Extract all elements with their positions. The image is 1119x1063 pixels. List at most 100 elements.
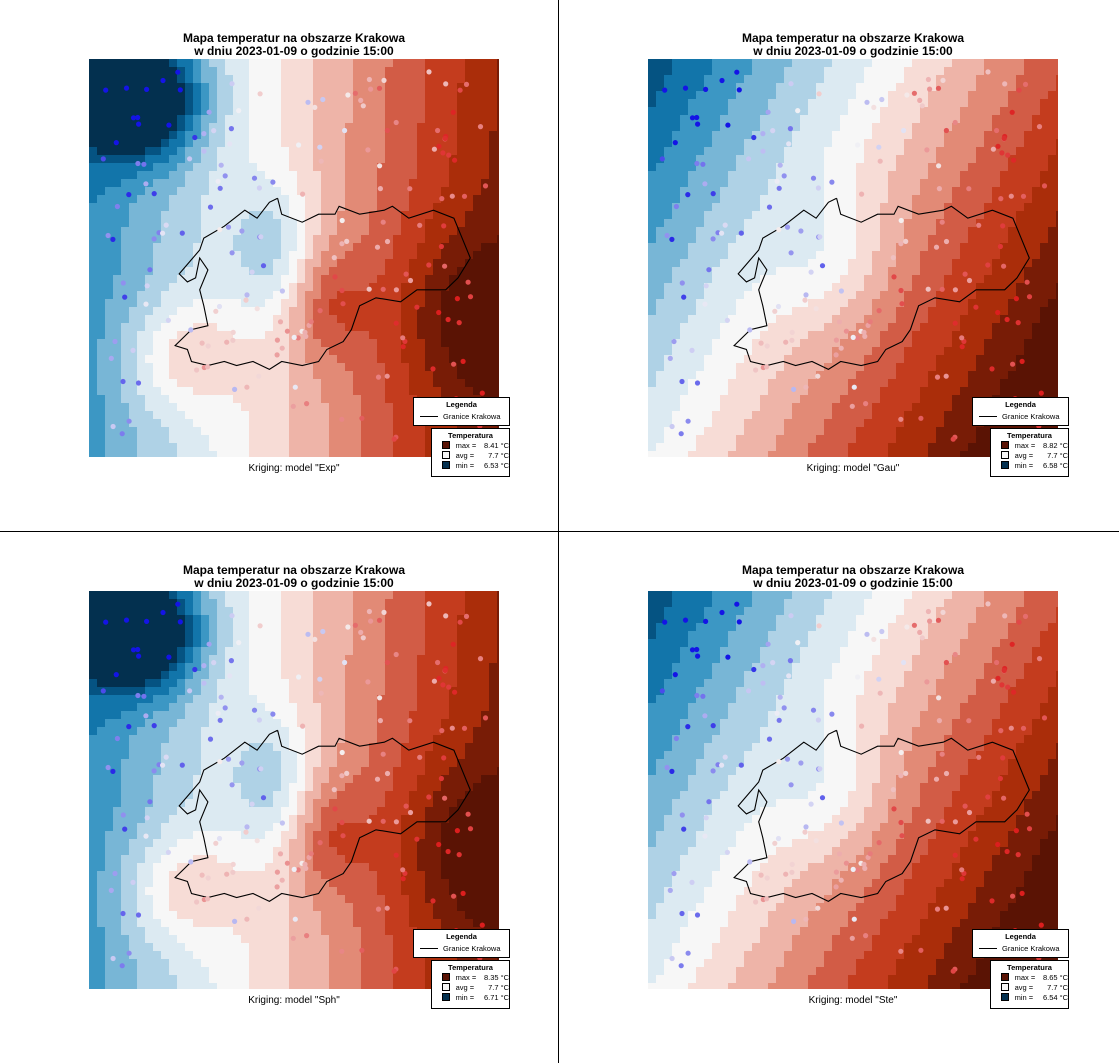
station-point <box>243 829 249 835</box>
title-line-1: Mapa temperatur na obszarze Krakowa <box>182 31 406 45</box>
station-point <box>819 795 826 801</box>
station-point <box>1000 755 1006 761</box>
station-point <box>891 806 897 812</box>
station-point <box>339 773 345 779</box>
station-point <box>352 622 358 628</box>
station-point <box>374 776 381 782</box>
station-point <box>279 288 285 294</box>
station-point <box>995 309 1001 316</box>
station-point <box>898 416 904 422</box>
station-point <box>440 150 446 156</box>
station-point <box>305 99 311 105</box>
station-point <box>890 255 896 261</box>
station-point <box>135 380 142 386</box>
station-point <box>678 963 684 969</box>
temp-row-avg: avg = 7.7 °C <box>432 982 509 992</box>
station-point <box>681 294 687 300</box>
station-point <box>317 676 323 682</box>
station-point <box>989 898 995 904</box>
station-point <box>685 950 691 956</box>
station-point <box>339 217 345 224</box>
station-point <box>877 158 883 164</box>
station-point <box>722 754 728 760</box>
station-point <box>1009 109 1015 115</box>
station-point <box>454 296 460 302</box>
station-point <box>815 185 821 191</box>
station-point <box>229 250 235 256</box>
station-point <box>976 222 982 228</box>
station-point <box>201 680 207 686</box>
title-line-2: w dniu 2023-01-09 o godzinie 15:00 <box>194 576 394 590</box>
station-point <box>143 181 149 187</box>
station-point <box>213 840 219 846</box>
krakow-boundary <box>174 729 471 903</box>
station-point <box>694 160 700 167</box>
station-point <box>375 906 382 912</box>
station-point <box>308 319 314 325</box>
station-point <box>461 193 468 199</box>
station-point <box>703 815 709 821</box>
station-point <box>426 69 432 75</box>
station-point <box>194 367 200 373</box>
station-point <box>227 141 233 147</box>
station-point <box>177 87 183 93</box>
station-point <box>863 933 869 939</box>
station-point <box>467 294 474 300</box>
station-point <box>366 286 372 292</box>
unit-label: °C <box>500 992 509 1002</box>
panel-title: Mapa temperatur na obszarze Krakowa w dni… <box>44 564 544 590</box>
station-point <box>862 333 868 339</box>
station-point <box>1009 641 1015 647</box>
station-point <box>407 809 414 816</box>
station-point <box>374 244 381 250</box>
station-point <box>120 280 126 286</box>
station-point <box>787 658 793 664</box>
label-min: min = <box>1014 460 1034 470</box>
station-point <box>225 756 232 762</box>
temperature-map <box>89 591 499 989</box>
station-point <box>236 108 242 114</box>
station-point <box>959 335 965 341</box>
value-max: 8.35 <box>483 972 499 982</box>
station-point <box>359 415 365 421</box>
station-point <box>764 343 770 349</box>
station-point <box>736 619 742 625</box>
station-point <box>126 950 132 956</box>
station-point <box>239 228 245 234</box>
station-point <box>1005 684 1011 690</box>
station-point <box>703 86 709 92</box>
station-point <box>927 86 933 92</box>
value-min: 6.58 <box>1042 460 1058 470</box>
kriging-surface <box>648 59 1058 457</box>
temp-row-max: max = 8.82 °C <box>991 440 1068 450</box>
station-point <box>939 818 945 824</box>
station-point <box>795 640 801 646</box>
station-point <box>689 115 696 121</box>
station-point <box>703 283 709 289</box>
station-point <box>344 238 350 244</box>
station-point <box>770 128 776 134</box>
station-point <box>694 114 700 121</box>
station-point <box>430 898 436 904</box>
station-point <box>393 819 399 825</box>
station-point <box>990 146 996 152</box>
station-point <box>1001 667 1007 673</box>
station-point <box>205 896 211 902</box>
station-point <box>457 619 463 625</box>
station-point <box>274 337 280 343</box>
station-point <box>446 684 452 690</box>
temp-row-avg: avg = 7.7 °C <box>991 982 1068 992</box>
title-line-1: Mapa temperatur na obszarze Krakowa <box>741 31 965 45</box>
station-point <box>151 723 157 729</box>
station-point <box>689 879 695 885</box>
station-point <box>989 366 995 372</box>
legend-box: Legenda Granice Krakowa <box>413 929 510 958</box>
station-point <box>952 819 958 825</box>
station-point <box>664 232 670 239</box>
station-point <box>239 760 245 766</box>
station-point <box>477 656 484 662</box>
station-point <box>251 707 258 713</box>
station-point <box>952 119 958 126</box>
station-point <box>1016 619 1022 625</box>
station-point <box>479 390 485 396</box>
